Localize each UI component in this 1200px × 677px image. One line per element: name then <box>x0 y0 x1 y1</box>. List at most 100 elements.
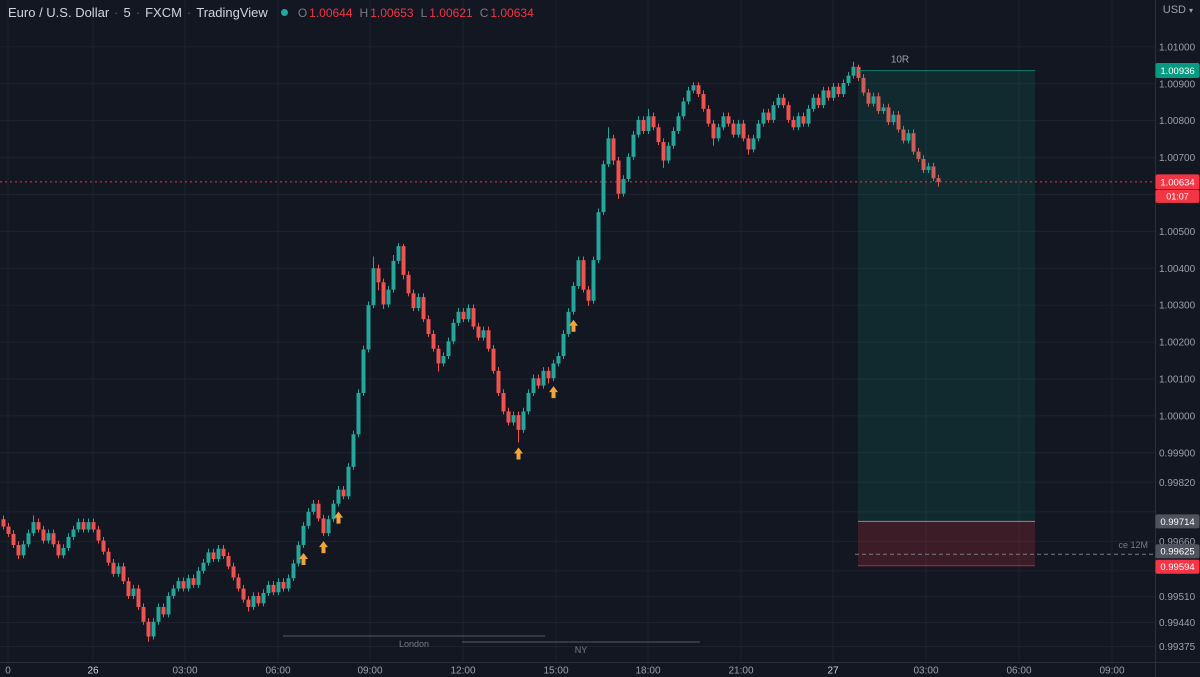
candle-body <box>676 116 681 131</box>
candle-body <box>551 363 556 379</box>
candle-body <box>696 85 701 95</box>
candle-body <box>106 551 111 563</box>
time-tick-label: 03:00 <box>172 666 197 677</box>
symbol-title[interactable]: Euro / U.S. Dollar <box>8 5 110 20</box>
candle-body <box>436 348 441 364</box>
ohlc-low-label: L <box>420 5 428 20</box>
price-tick-label: 1.00100 <box>1159 374 1196 385</box>
ohlc-open-label: O <box>297 5 308 20</box>
candle-body <box>591 260 596 301</box>
candle-body <box>481 330 486 338</box>
candle-body <box>206 552 211 563</box>
candle-body <box>576 260 581 286</box>
candle-body <box>6 526 11 534</box>
stop-price-badge: 0.99594 <box>1155 559 1200 574</box>
candle-body <box>516 415 521 430</box>
candle-body <box>921 159 926 171</box>
candle-body <box>406 274 411 294</box>
candle-body <box>151 621 156 637</box>
arrow-up-marker <box>569 319 578 332</box>
candle-body <box>66 536 71 548</box>
candle-body <box>821 90 826 106</box>
candle-body <box>876 96 881 112</box>
price-tick-label: 1.00500 <box>1159 227 1196 238</box>
candle-body <box>146 621 151 637</box>
candle-body <box>776 97 781 106</box>
candle-body <box>391 260 396 290</box>
candle-body <box>856 66 861 78</box>
candle-body <box>221 548 226 557</box>
exchange-title[interactable]: FXCM <box>145 5 182 20</box>
price-tick-label: 0.99900 <box>1159 448 1196 459</box>
price-tick-label: 1.00800 <box>1159 116 1196 127</box>
candle-body <box>256 595 261 604</box>
candle-body <box>756 123 761 139</box>
candle-body <box>321 518 326 534</box>
candle-body <box>21 544 26 556</box>
alert-price-line[interactable]: ce 12M <box>855 540 1155 555</box>
candle-body <box>536 378 541 386</box>
candle-body <box>241 588 246 600</box>
candle-body <box>401 246 406 275</box>
arrow-up-marker <box>549 386 558 399</box>
brand-title[interactable]: TradingView <box>196 5 268 20</box>
candle-body <box>366 305 371 350</box>
candle-body <box>336 489 341 504</box>
candle-body <box>356 392 361 435</box>
candle-body <box>601 164 606 213</box>
candle-body <box>306 511 311 526</box>
candle-body <box>286 578 291 589</box>
candle-body <box>161 607 166 615</box>
interval-title[interactable]: 5 <box>123 5 131 20</box>
candle-body <box>521 411 526 430</box>
price-tick-label: 0.99440 <box>1159 618 1196 629</box>
target-price-badge: 1.00936 <box>1155 62 1200 78</box>
entry-price-badge: 0.99714 <box>1155 514 1200 529</box>
ohlc-high-label: H <box>359 5 369 20</box>
candle-body <box>766 112 771 120</box>
candle-body <box>786 105 791 120</box>
candles-series <box>1 61 941 642</box>
candle-body <box>791 119 796 128</box>
candle-body <box>681 101 686 117</box>
candle-body <box>121 566 126 582</box>
candle-body <box>556 356 561 364</box>
candle-body <box>291 563 296 579</box>
candle-body <box>801 116 806 124</box>
candle-body <box>271 584 276 593</box>
candle-body <box>376 268 381 283</box>
stop-zone[interactable] <box>858 521 1035 566</box>
candle-body <box>216 548 221 560</box>
candle-body <box>816 97 821 106</box>
candle-body <box>471 308 476 327</box>
candle-body <box>346 466 351 497</box>
long-position-tool[interactable]: 10R <box>858 54 1035 567</box>
candle-body <box>281 581 286 589</box>
candle-body <box>466 308 471 320</box>
candle-body <box>76 522 81 530</box>
candle-body <box>611 138 616 161</box>
alert-price-badge: 0.99625 <box>1155 544 1200 559</box>
time-axis[interactable] <box>0 662 1155 677</box>
candle-body <box>531 378 536 393</box>
candle-body <box>451 322 456 342</box>
candle-body <box>416 297 421 309</box>
candle-body <box>701 94 706 109</box>
candle-body <box>61 547 66 556</box>
candle-body <box>881 107 886 112</box>
candle-body <box>261 592 266 604</box>
candle-body <box>926 166 931 171</box>
currency-unit-selector[interactable]: USD ▾ <box>1163 4 1193 16</box>
candle-body <box>866 92 871 104</box>
candle-body <box>831 86 836 98</box>
price-tick-label: 1.00700 <box>1159 153 1196 164</box>
alert-line-note: ce 12M <box>1118 540 1148 550</box>
candle-body <box>381 282 386 305</box>
profit-zone[interactable] <box>858 70 1035 522</box>
candle-body <box>901 129 906 141</box>
candle-body <box>246 599 251 608</box>
arrow-up-marker <box>514 447 523 460</box>
candle-body <box>826 90 831 98</box>
candle-body <box>41 529 46 541</box>
